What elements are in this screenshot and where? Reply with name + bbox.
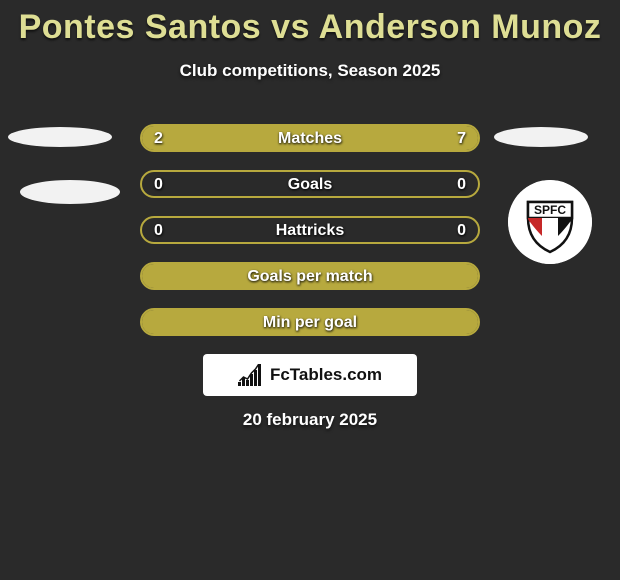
- stat-label: Goals: [142, 172, 478, 196]
- bar-chart-icon: [238, 364, 264, 386]
- stat-label: Goals per match: [142, 264, 478, 288]
- wm-bar: [246, 380, 249, 386]
- watermark-box: FcTables.com: [203, 354, 417, 396]
- wm-bar: [238, 382, 241, 386]
- footer-date: 20 february 2025: [0, 410, 620, 430]
- club-badge-spfc: SPFC: [508, 180, 592, 264]
- comparison-infographic: Pontes Santos vs Anderson Munoz Club com…: [0, 0, 620, 580]
- watermark-text: FcTables.com: [270, 365, 382, 385]
- page-title: Pontes Santos vs Anderson Munoz: [0, 0, 620, 47]
- stat-label: Hattricks: [142, 218, 478, 242]
- stat-row-goals: 00Goals: [140, 170, 480, 198]
- player-left-photo-placeholder-1: [8, 127, 112, 147]
- badge-text: SPFC: [534, 203, 566, 217]
- stat-row-hattricks: 00Hattricks: [140, 216, 480, 244]
- stat-label: Matches: [142, 126, 478, 150]
- stat-row-goals-per-match: Goals per match: [140, 262, 480, 290]
- page-subtitle: Club competitions, Season 2025: [0, 61, 620, 81]
- club-badge-svg: SPFC: [508, 180, 592, 264]
- player-left-photo-placeholder-2: [20, 180, 120, 204]
- stat-label: Min per goal: [142, 310, 478, 334]
- stat-row-min-per-goal: Min per goal: [140, 308, 480, 336]
- stat-row-matches: 27Matches: [140, 124, 480, 152]
- wm-bar: [254, 370, 257, 386]
- player-right-photo-placeholder: [494, 127, 588, 147]
- wm-bar: [258, 364, 261, 386]
- wm-bar: [242, 378, 245, 386]
